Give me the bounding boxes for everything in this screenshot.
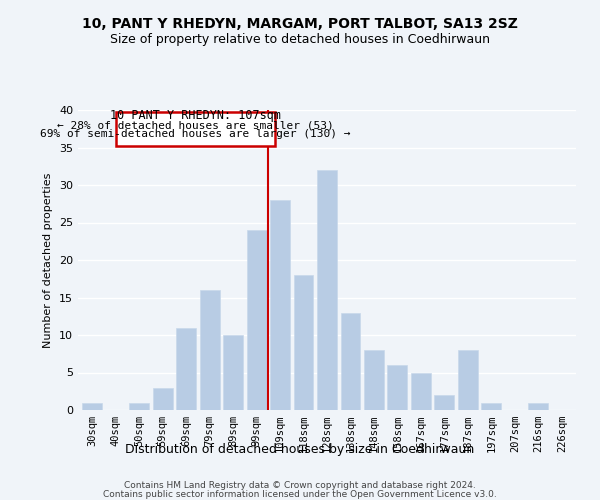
Bar: [176, 328, 196, 410]
Text: Size of property relative to detached houses in Coedhirwaun: Size of property relative to detached ho…: [110, 32, 490, 46]
Bar: [434, 395, 454, 410]
FancyBboxPatch shape: [116, 112, 275, 146]
Bar: [129, 402, 149, 410]
Bar: [317, 170, 337, 410]
Bar: [200, 290, 220, 410]
Bar: [364, 350, 384, 410]
Bar: [270, 200, 290, 410]
Text: ← 28% of detached houses are smaller (53): ← 28% of detached houses are smaller (53…: [57, 120, 334, 130]
Text: Contains public sector information licensed under the Open Government Licence v3: Contains public sector information licen…: [103, 490, 497, 499]
Bar: [223, 335, 243, 410]
Bar: [529, 402, 548, 410]
Text: Contains HM Land Registry data © Crown copyright and database right 2024.: Contains HM Land Registry data © Crown c…: [124, 481, 476, 490]
Bar: [411, 372, 431, 410]
Bar: [481, 402, 502, 410]
Text: 10 PANT Y RHEDYN: 107sqm: 10 PANT Y RHEDYN: 107sqm: [110, 110, 281, 122]
Bar: [458, 350, 478, 410]
Bar: [293, 275, 313, 410]
Text: 10, PANT Y RHEDYN, MARGAM, PORT TALBOT, SA13 2SZ: 10, PANT Y RHEDYN, MARGAM, PORT TALBOT, …: [82, 18, 518, 32]
Text: 69% of semi-detached houses are larger (130) →: 69% of semi-detached houses are larger (…: [40, 129, 351, 139]
Bar: [388, 365, 407, 410]
Bar: [152, 388, 173, 410]
Bar: [341, 312, 361, 410]
Text: Distribution of detached houses by size in Coedhirwaun: Distribution of detached houses by size …: [125, 442, 475, 456]
Bar: [82, 402, 102, 410]
Y-axis label: Number of detached properties: Number of detached properties: [43, 172, 53, 348]
Bar: [247, 230, 266, 410]
